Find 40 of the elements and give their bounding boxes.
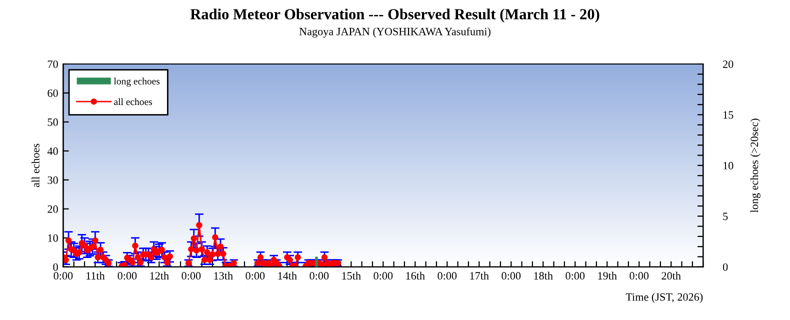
y-axis-title: all echoes (32, 144, 40, 188)
y2-tick-label: 5 (723, 212, 728, 220)
x-tick-label: 11th (86, 272, 105, 280)
y-tick-label: 60 (48, 89, 58, 97)
y-tick-label: 10 (48, 234, 58, 242)
x-tick-label: 0:00 (566, 272, 585, 280)
x-tick-label: 19th (598, 272, 617, 280)
x-tick-label: 18th (534, 272, 553, 280)
x-tick-label: 0:00 (438, 272, 457, 280)
x-tick-label: 0:00 (502, 272, 521, 280)
x-tick-label: 20th (662, 272, 681, 280)
x-tick-label: 13th (214, 272, 233, 280)
x-tick-label: 0:00 (54, 272, 73, 280)
x-tick-label: 0:00 (182, 272, 201, 280)
x-axis-title: Time (JST, 2026) (626, 292, 703, 304)
y2-tick-label: 15 (724, 111, 734, 119)
y-tick-label: 70 (48, 60, 58, 68)
x-tick-label: 14th (278, 272, 297, 280)
y2-tick-label: 10 (724, 162, 734, 170)
y2-axis-title: long echoes (>20sec) (750, 118, 760, 212)
legend-label: long echoes (114, 78, 160, 87)
x-tick-label: 16th (406, 272, 425, 280)
x-tick-label: 12th (150, 272, 169, 280)
x-tick-label: 0:00 (630, 272, 649, 280)
x-tick-label: 0:00 (374, 272, 393, 280)
y2-tick-label: 20 (723, 60, 734, 68)
x-tick-label: 15th (342, 272, 361, 280)
y-tick-label: 20 (48, 205, 58, 213)
chart-title: Radio Meteor Observation --- Observed Result (March 11 - 20) (190, 8, 600, 22)
x-tick-label: 17th (470, 272, 489, 280)
y-tick-label: 0 (53, 263, 58, 271)
y2-tick-label: 0 (722, 263, 728, 271)
legend-label: all echoes (114, 98, 152, 106)
chart-subtitle: Nagoya JAPAN (YOSHIKAWA Yasufumi) (299, 27, 490, 38)
x-tick-label: 0:00 (310, 272, 329, 280)
y-tick-label: 50 (48, 118, 58, 126)
x-tick-label: 0:00 (246, 272, 265, 280)
y-tick-label: 30 (48, 176, 58, 184)
x-tick-label: 0:00 (118, 272, 137, 280)
y-tick-label: 40 (47, 147, 58, 155)
